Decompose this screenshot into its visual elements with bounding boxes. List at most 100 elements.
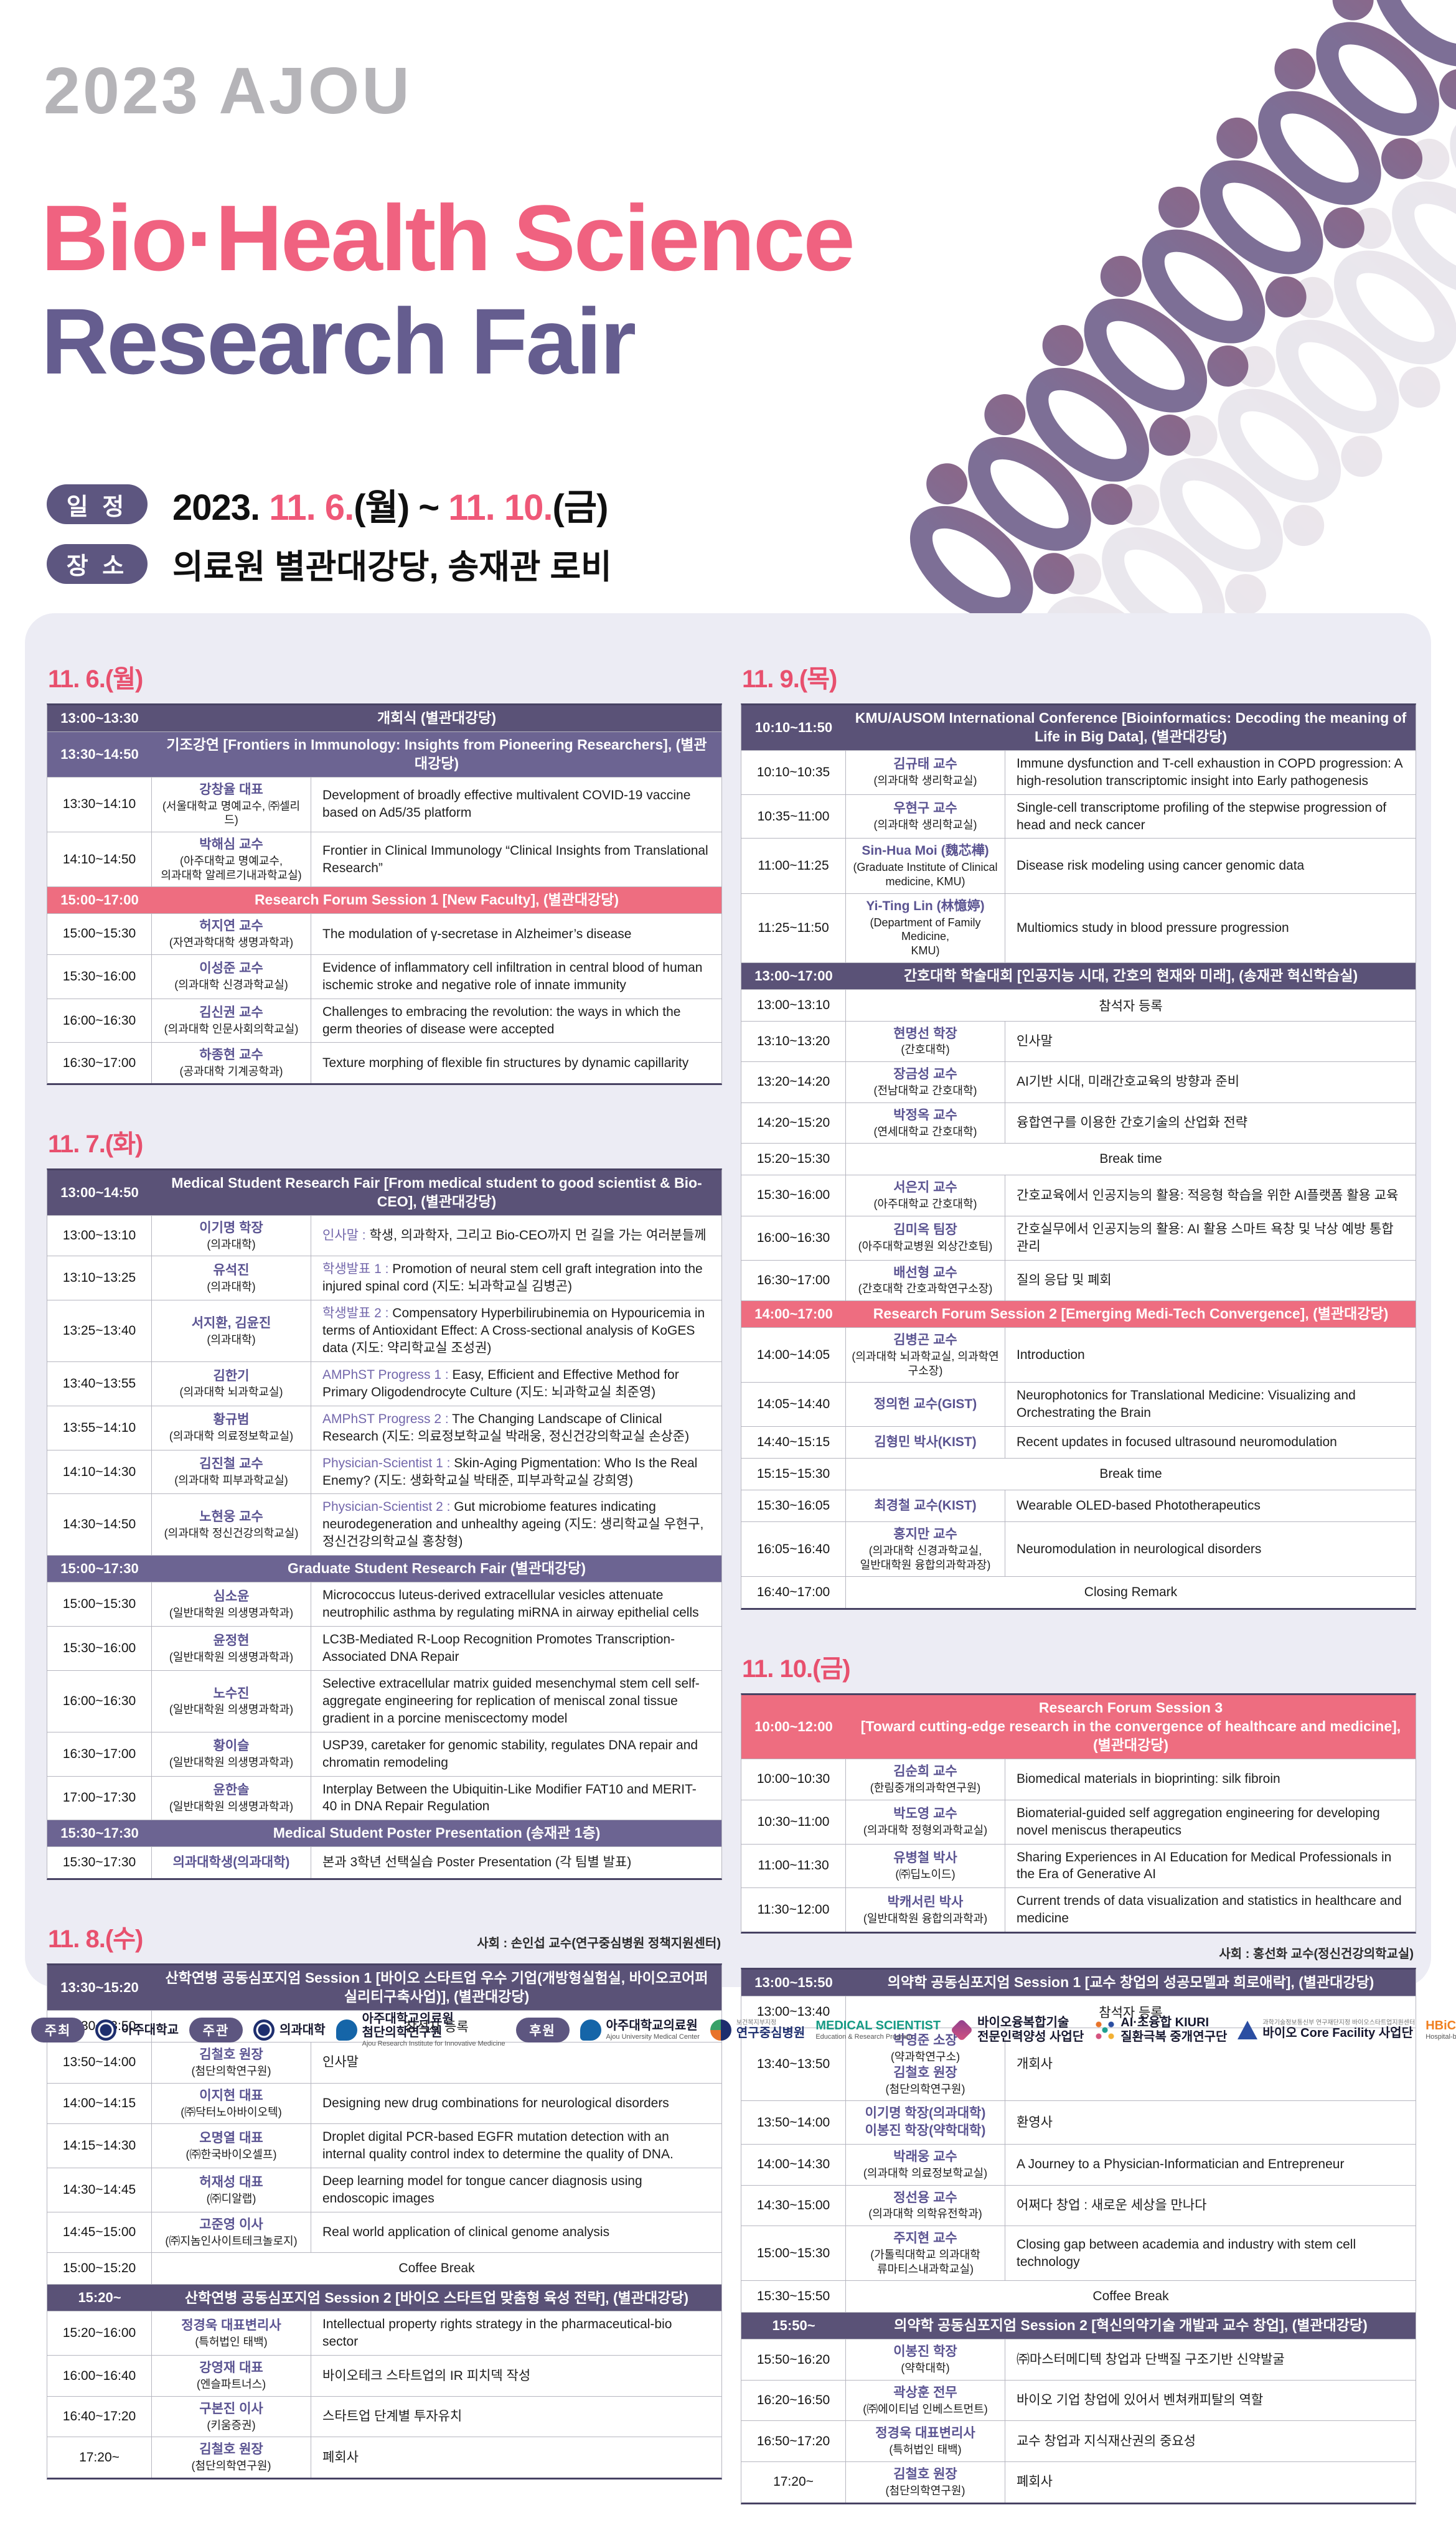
talk-title: 바이오 기업 창업에 있어서 벤쳐캐피탈의 역할	[1017, 2392, 1263, 2409]
day-title-row: 11. 8.(수) 사회 : 손인섭 교수(연구중심병원 정책지원센터)	[48, 1919, 721, 1955]
talk-title: LC3B-Mediated R-Loop Recognition Promote…	[322, 1631, 710, 1666]
talk-prefix: AMPhST Progress 1 :	[322, 1367, 453, 1382]
talk-title: A Journey to a Physician-Informatician a…	[1017, 2156, 1344, 2173]
talk-text: Selective extracellular matrix guided me…	[322, 1676, 700, 1726]
speaker-cell: 정의헌 교수(GIST)	[846, 1383, 1005, 1427]
session-time: 13:00~15:50	[754, 1975, 833, 1991]
talk-text: A Journey to a Physician-Informatician a…	[1017, 2157, 1345, 2172]
schedule-row: 16:05~16:40 홍지만 교수 (의과대학 신경과학교실, 일반대학원 융합의…	[741, 1521, 1416, 1577]
session-header-row: 13:30~15:20 산학연병 공동심포지엄 Session 1 [바이오 스타…	[47, 1965, 721, 2011]
right-column: 11. 9.(목) 10:10~11:50 KMU/AUSOM Internatio…	[741, 659, 1416, 2543]
talk-cell: Physician-Scientist 2 : Gut microbiome f…	[311, 1494, 721, 1555]
talk-text: Multiomics study in blood pressure progr…	[1017, 920, 1289, 935]
schedule-row: 13:30~13:50참석자 등록	[47, 2010, 721, 2042]
talk-text: The modulation of γ-secretase in Alzheim…	[322, 926, 632, 941]
row-text: Closing Remark	[1084, 1585, 1178, 1600]
speaker-name: 김진철 교수	[199, 1457, 263, 1472]
talk-title: Current trends of data visualization and…	[1017, 1892, 1404, 1927]
time-cell: 15:15~15:30	[741, 1459, 846, 1490]
talk-cell: Current trends of data visualization and…	[1005, 1888, 1416, 1932]
speaker-cell: 김한기 (의과대학 뇌과학교실)	[152, 1361, 311, 1406]
talk-text: 학생, 의과학자, 그리고 Bio-CEO까지 먼 길을 가는 여러분들께	[369, 1228, 707, 1243]
sponsor-footer: 주최 아주대학교 주관 의과대학 아주대학교의료원 첨단의학연구원 Ajou Resear…	[31, 2012, 1456, 2047]
speaker-name: 김규태 교수	[893, 757, 957, 772]
session-header-row: 13:30~14:50 기조강연 [Frontiers in Immunology…	[47, 731, 721, 777]
speaker-affiliation: (일반대학원 의생명과학과)	[169, 1703, 294, 1716]
schedule-row: 14:10~14:30 김진철 교수 (의과대학 피부과학교실) Physician-…	[47, 1449, 721, 1494]
talk-text: Compensatory Hyperbilirubinemia on Hypou…	[322, 1306, 705, 1356]
time-cell: 11:00~11:30	[741, 1844, 846, 1888]
talk-cell: Texture morphing of flexible fin structu…	[311, 1043, 721, 1083]
schedule-row: 14:45~15:00 고준영 이사 (㈜지놈인사이트테크놀로지) Real worl…	[47, 2211, 721, 2253]
time-cell: 11:25~11:50	[741, 893, 846, 962]
speaker-cell: 김진철 교수 (의과대학 피부과학교실)	[152, 1450, 311, 1494]
speaker-name: 정경욱 대표변리사	[875, 2426, 975, 2441]
talk-text: Droplet digital PCR-based EGFR mutation …	[322, 2130, 674, 2162]
talk-title: 인사말	[322, 2054, 359, 2071]
sponsor-logo-label: MEDICAL SCIENTIST	[815, 2019, 941, 2033]
speaker-name: 정의헌 교수(GIST)	[873, 1396, 977, 1411]
day-block: 11. 9.(목) 10:10~11:50 KMU/AUSOM Internatio…	[741, 659, 1416, 1610]
schedule-row: 16:20~16:50 곽상훈 전무 (㈜에이티넘 인베스트먼트) 바이오 기업 창업…	[741, 2379, 1416, 2421]
sponsor-logo-text: 아주대학교의료원 첨단의학연구원 Ajou Research Institute …	[362, 2012, 505, 2047]
talk-title: 인사말	[1017, 1033, 1053, 1050]
speaker-affiliation: (Department of Family Medicine, KMU)	[870, 916, 981, 957]
schedule-row: 16:30~17:00 황이슬 (일반대학원 의생명과학과) USP39, caret…	[47, 1731, 721, 1776]
schedule-row: 15:20~16:00 정경욱 대표변리사 (특허법인 태백) Intellectua…	[47, 2311, 721, 2356]
speaker-name: 황이슬	[213, 1739, 250, 1754]
speaker-name: 이지현 대표	[199, 2088, 263, 2103]
sponsor-logo-label: 아주대학교의료원 첨단의학연구원	[362, 2012, 454, 2040]
talk-cell: Evidence of inflammatory cell infiltrati…	[311, 955, 721, 999]
moderator-note: 사회 : 손인섭 교수(연구중심병원 정책지원센터)	[477, 1937, 721, 1951]
speaker-name: 우현구 교수	[893, 801, 957, 816]
speaker-cell: 고준영 이사 (㈜지놈인사이트테크놀로지)	[152, 2212, 311, 2253]
event-date-part: 11. 6.	[269, 487, 354, 528]
talk-title: Multiomics study in blood pressure progr…	[1017, 919, 1289, 937]
talk-title: Wearable OLED-based Phototherapeutics	[1017, 1497, 1261, 1515]
speaker-affiliation: (특허법인 태백)	[889, 2443, 962, 2456]
talk-cell: Single-cell transcriptome profiling of t…	[1005, 795, 1416, 839]
speaker-name: 김철호 원장	[893, 2065, 957, 2080]
speaker-affiliation: (㈜한국바이오셀프)	[186, 2148, 277, 2161]
sponsor-logo-text: 과학기술정보통신부 연구재단지정 바이오스타트업지원센터 바이오 Core Fac…	[1262, 2019, 1415, 2040]
sponsor-logo-label: 아주대학교의료원	[606, 2019, 698, 2033]
talk-text: 바이오 기업 창업에 있어서 벤쳐캐피탈의 역할	[1017, 2393, 1264, 2408]
time-cell: 13:30~14:10	[47, 777, 152, 832]
day-block: 11. 7.(화) 13:00~14:50 Medical Student Rese…	[47, 1124, 722, 1881]
poster-title-line1: Bio·Health Science	[41, 185, 855, 290]
session-time: 10:10~11:50	[754, 719, 833, 735]
talk-title: AMPhST Progress 1 : Easy, Efficient and …	[322, 1366, 710, 1401]
talk-title: 인사말 : 학생, 의과학자, 그리고 Bio-CEO까지 먼 길을 가는 여러…	[322, 1227, 707, 1244]
talk-cell: 본과 3학년 선택실습 Poster Presentation (각 팀별 발표…	[311, 1847, 721, 1878]
talk-title: Physician-Scientist 1 : Skin-Aging Pigme…	[322, 1455, 710, 1490]
schedule-row: 13:40~13:55 김한기 (의과대학 뇌과학교실) AMPhST Progres…	[47, 1361, 721, 1406]
talk-cell: 인사말	[1005, 1022, 1416, 1062]
schedule-table: 13:00~13:30 개회식 (별관대강당) 13:30~14:50 기조강연 [F…	[47, 703, 722, 1085]
time-cell: 16:30~17:00	[741, 1260, 846, 1301]
speaker-name: 김철호 원장	[199, 2047, 263, 2062]
speaker-cell: 이봉진 학장 (약학대학)	[846, 2339, 1005, 2380]
talk-text: Biomaterial-guided self aggregation engi…	[1017, 1805, 1380, 1838]
speaker-affiliation: (특허법인 태백)	[195, 2336, 268, 2348]
talk-title: Disease risk modeling using cancer genom…	[1017, 857, 1304, 875]
schedule-row: 14:00~14:05 김병곤 교수 (의과대학 뇌과학교실, 의과학연구소장) In…	[741, 1327, 1416, 1383]
talk-title: Texture morphing of flexible fin structu…	[322, 1055, 688, 1072]
speaker-cell: 장금성 교수 (전남대학교 간호대학)	[846, 1062, 1005, 1102]
speaker-name: 윤정현	[213, 1633, 250, 1648]
speaker-name: 장금성 교수	[893, 1067, 957, 1082]
session-header-row: 10:00~12:00 Research Forum Session 3 [Tow…	[741, 1695, 1416, 1759]
speaker-name: 박캐서린 박사	[887, 1894, 964, 1909]
schedule-row: 15:30~16:05 최경철 교수(KIST) Wearable OLED-bas…	[741, 1490, 1416, 1522]
schedule-row: 15:30~16:00 윤정현 (일반대학원 의생명과학과) LC3B-Mediate…	[47, 1626, 721, 1670]
speaker-affiliation: (첨단의학연구원)	[191, 2065, 271, 2078]
speaker-name: 서지환, 김윤진	[191, 1315, 271, 1330]
speaker-cell: 최경철 교수(KIST)	[846, 1490, 1005, 1522]
talk-title: The modulation of γ-secretase in Alzheim…	[322, 926, 631, 943]
sponsor-logo-subtext: Hospital-based Business Innovation Cente…	[1425, 2033, 1456, 2041]
speaker-affiliation: (의과대학 인문사회의학교실)	[164, 1023, 299, 1036]
talk-title: Physician-Scientist 2 : Gut microbiome f…	[322, 1498, 710, 1551]
talk-cell: 바이오 기업 창업에 있어서 벤쳐캐피탈의 역할	[1005, 2381, 1416, 2421]
speaker-affiliation: (공과대학 기계공학과)	[179, 1065, 283, 1078]
talk-title: 질의 응답 및 폐회	[1017, 1272, 1112, 1289]
